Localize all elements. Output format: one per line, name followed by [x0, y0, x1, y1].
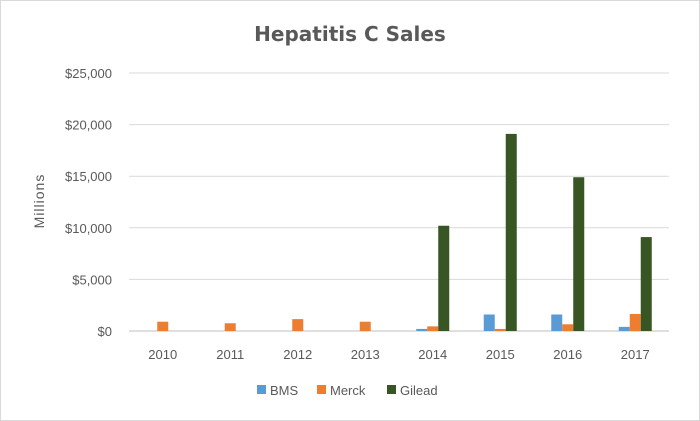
bar-merck-2017: [629, 313, 641, 331]
legend-label-merck: Merck: [330, 383, 366, 398]
y-tick-label: $10,000: [65, 221, 112, 236]
gridlines: [129, 72, 669, 332]
x-tick-label: 2011: [216, 347, 244, 362]
bar-merck-2012: [292, 319, 304, 331]
bar-gilead-2015: [505, 133, 517, 331]
bar-merck-2016: [562, 324, 574, 331]
x-tick-label: 2014: [418, 347, 447, 362]
bar-merck-2013: [359, 321, 371, 331]
bar-merck-2015: [494, 328, 506, 331]
bar-gilead-2016: [573, 177, 585, 331]
x-tick-label: 2012: [283, 347, 312, 362]
bar-bms-2017: [618, 326, 630, 331]
bar-merck-2014: [427, 326, 439, 331]
chart-title: Hepatitis C Sales: [254, 22, 446, 46]
legend-label-gilead: Gilead: [400, 383, 438, 398]
bar-bms-2015: [483, 314, 495, 331]
bar-bms-2016: [551, 314, 563, 331]
x-tick-label: 2017: [621, 347, 650, 362]
legend: BMS Merck Gilead: [257, 383, 438, 398]
bars: [157, 133, 652, 331]
legend-label-bms: BMS: [270, 383, 299, 398]
x-tick-label: 2016: [553, 347, 582, 362]
y-tick-label: $25,000: [65, 66, 112, 81]
bar-gilead-2014: [438, 225, 450, 331]
y-tick-labels: $0 $5,000 $10,000 $15,000 $20,000 $25,000: [65, 66, 112, 339]
bar-merck-2010: [157, 321, 169, 331]
bar-merck-2011: [224, 323, 236, 331]
bar-bms-2014: [416, 328, 428, 331]
y-tick-label: $15,000: [65, 169, 112, 184]
x-tick-label: 2015: [486, 347, 515, 362]
bar-gilead-2017: [640, 237, 652, 331]
x-tick-label: 2010: [148, 347, 177, 362]
legend-swatch-merck: [317, 385, 326, 394]
y-tick-label: $0: [98, 324, 112, 339]
y-tick-label: $20,000: [65, 118, 112, 133]
y-tick-label: $5,000: [72, 272, 112, 287]
x-tick-labels: 2010 2011 2012 2013 2014 2015 2016 2017: [148, 347, 649, 362]
legend-swatch-gilead: [387, 385, 396, 394]
legend-swatch-bms: [257, 385, 266, 394]
y-axis-label: Millions: [31, 174, 47, 229]
x-tick-label: 2013: [351, 347, 380, 362]
